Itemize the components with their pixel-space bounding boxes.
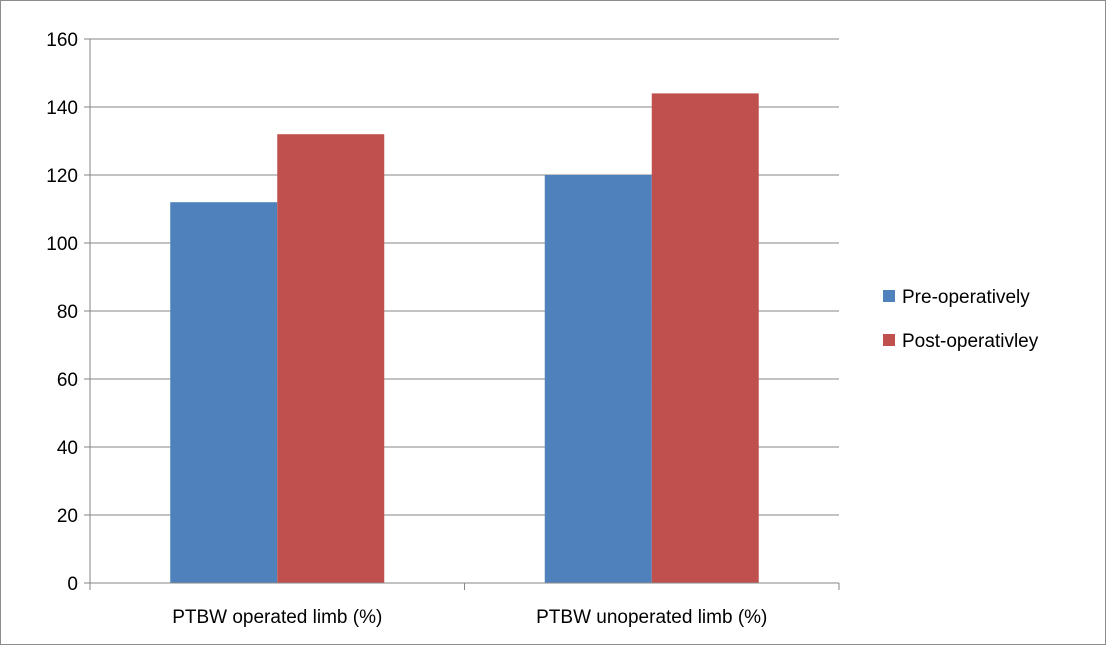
bar-post-operativley-1 bbox=[651, 93, 759, 584]
axes bbox=[84, 38, 840, 590]
y-tick-label: 100 bbox=[46, 234, 78, 255]
y-tick-label: 140 bbox=[46, 98, 78, 119]
legend-swatch bbox=[883, 290, 895, 302]
y-tick-label: 160 bbox=[46, 30, 78, 51]
x-category-labels: PTBW operated limb (%) PTBW unoperated li… bbox=[172, 607, 767, 628]
x-category-label: PTBW unoperated limb (%) bbox=[536, 607, 767, 628]
x-category-label: PTBW operated limb (%) bbox=[172, 607, 382, 628]
legend: Pre-operatively Post-operativley bbox=[883, 287, 1039, 352]
y-tick-labels: 0 20 40 60 80 100 120 140 160 bbox=[46, 30, 78, 595]
y-tick-label: 0 bbox=[67, 574, 78, 595]
y-tick-label: 40 bbox=[57, 438, 78, 459]
bars bbox=[170, 93, 759, 584]
y-tick-label: 120 bbox=[46, 166, 78, 187]
y-tick-label: 60 bbox=[57, 370, 78, 391]
bar-pre-operatively-0 bbox=[170, 202, 278, 583]
bar-post-operativley-0 bbox=[277, 134, 385, 583]
y-tick-label: 80 bbox=[57, 302, 78, 323]
legend-swatch bbox=[883, 334, 895, 346]
y-tick-label: 20 bbox=[57, 506, 78, 527]
bar-pre-operatively-1 bbox=[544, 175, 652, 583]
legend-label: Post-operativley bbox=[902, 331, 1039, 352]
legend-label: Pre-operatively bbox=[902, 287, 1030, 308]
